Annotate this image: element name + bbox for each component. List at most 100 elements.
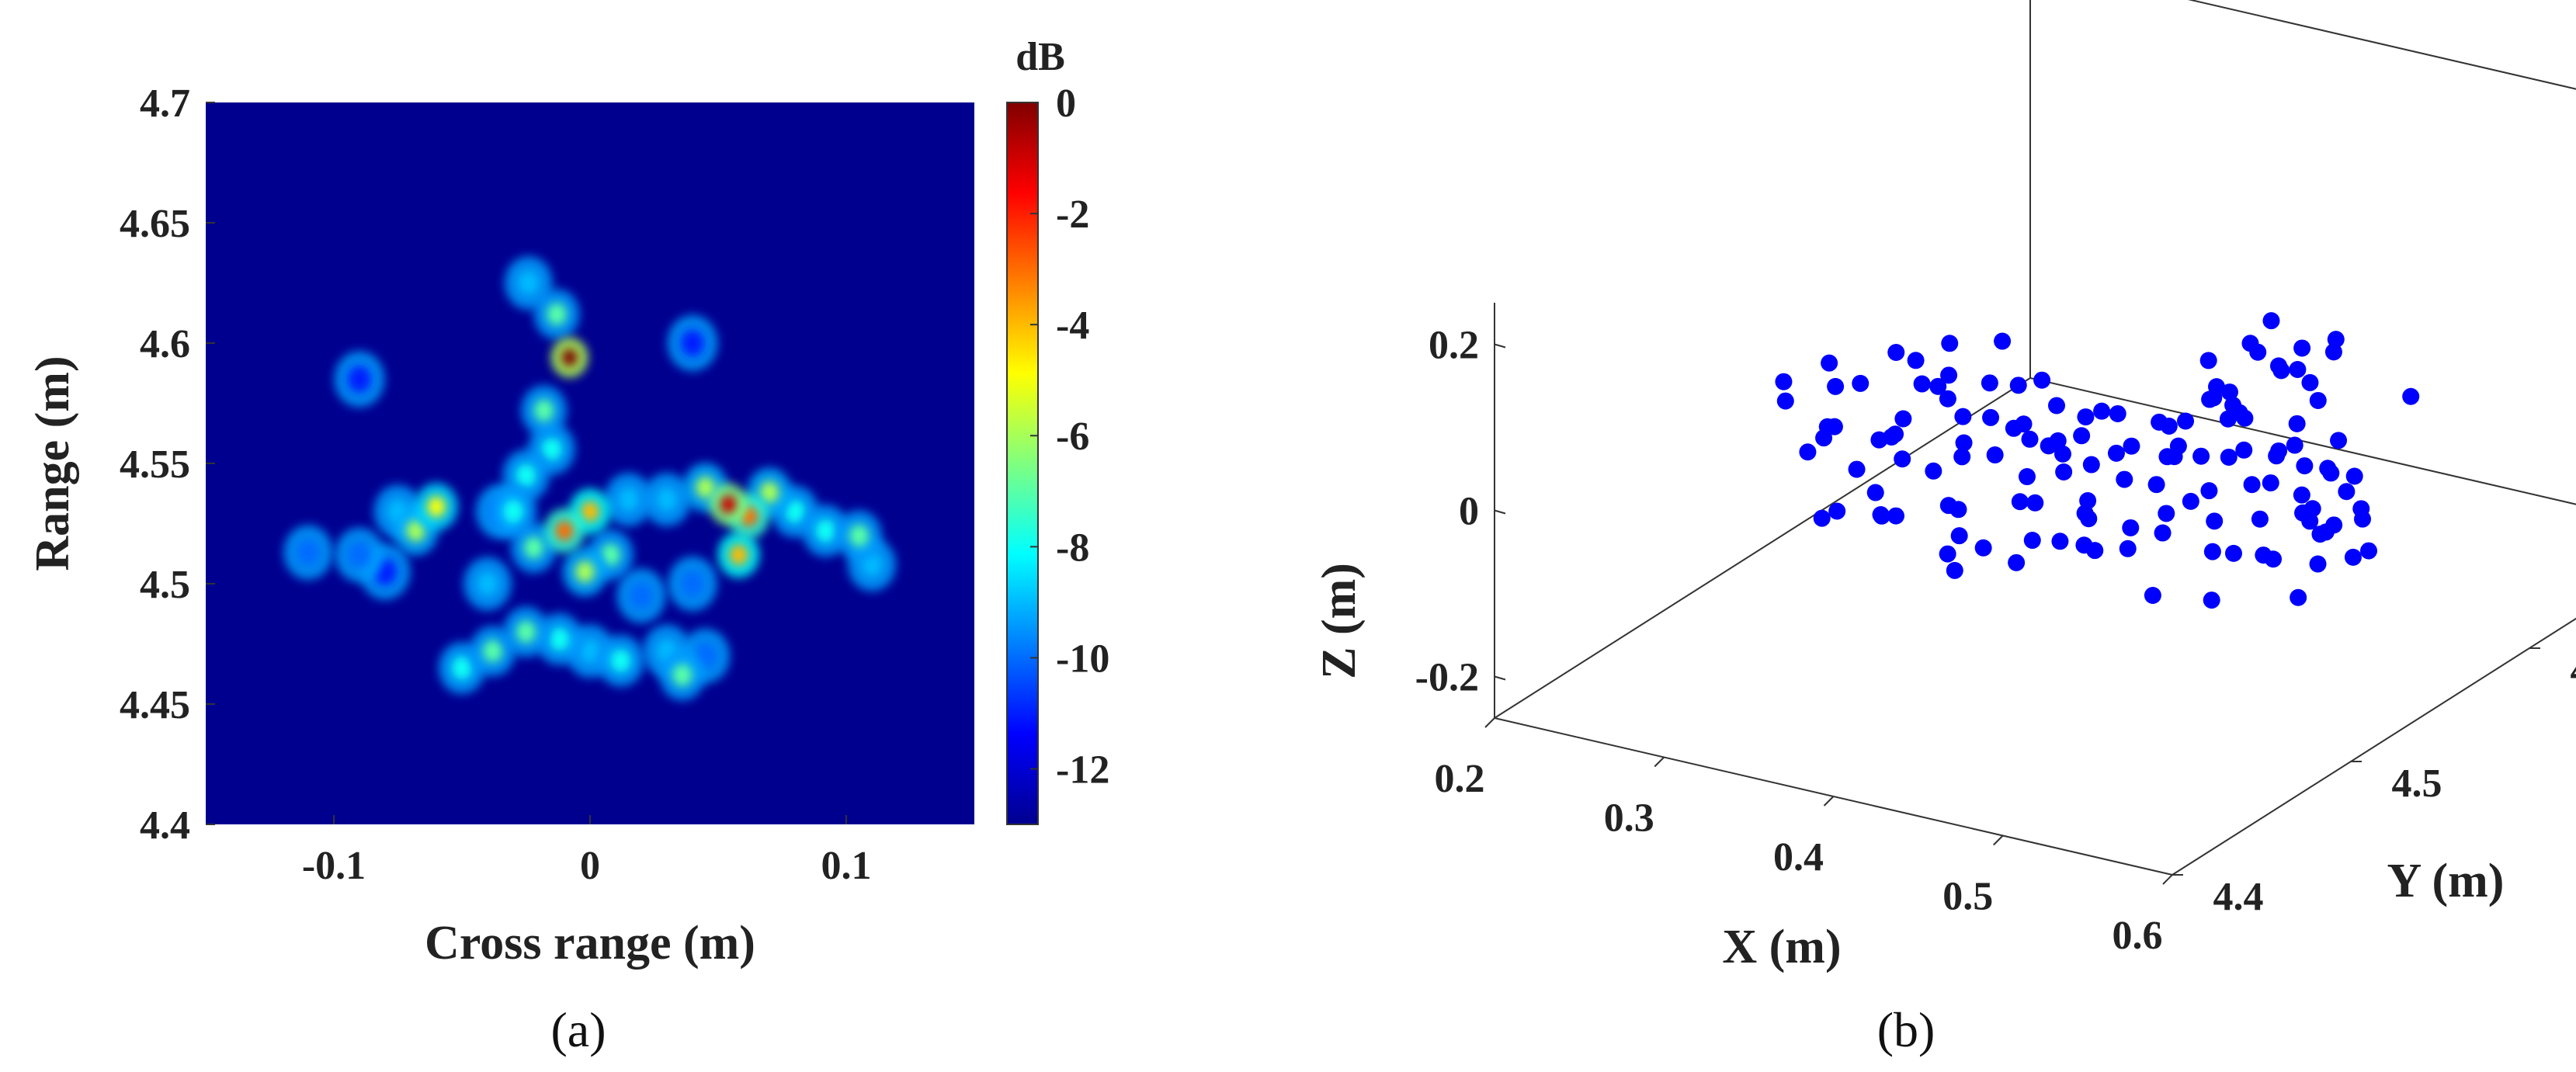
- scatter-point: [2048, 397, 2065, 415]
- scatter-point: [2289, 360, 2307, 378]
- scatter-point: [2360, 542, 2377, 560]
- scatter-point: [2324, 343, 2342, 361]
- scatter-point: [1799, 443, 1817, 461]
- scatter-point: [2119, 539, 2137, 557]
- scatter-point: [1994, 332, 2012, 350]
- scatter-point: [2319, 460, 2337, 477]
- y-tick-label: 4.65: [120, 202, 190, 246]
- colorbar-tick-label: -8: [1056, 526, 1089, 570]
- scatter-point: [2330, 432, 2348, 449]
- scatter-point: [2293, 339, 2311, 357]
- scatter-point: [1866, 484, 1884, 501]
- scatter-point: [2235, 441, 2253, 459]
- hotspot-core: [477, 571, 498, 596]
- hotspot-core: [541, 437, 562, 461]
- caption-b: (b): [1877, 1002, 1935, 1057]
- hotspot-core: [581, 501, 599, 522]
- scatter-point: [2262, 474, 2279, 492]
- scatter-point: [2301, 373, 2319, 391]
- scatter-point: [1848, 460, 1866, 478]
- scatter-point: [2296, 457, 2314, 475]
- y-tick-label-3d: 4.6: [2571, 648, 2576, 692]
- scatter-point: [1954, 408, 1972, 425]
- hotspot-core: [672, 664, 693, 687]
- scatter-point: [2293, 486, 2310, 504]
- y-tick-label: 4.6: [140, 322, 190, 366]
- z-tick-label-3d: 0.2: [1429, 324, 1479, 368]
- x-tick-mark-3d: [1654, 756, 1665, 768]
- scatter-point: [2268, 447, 2286, 465]
- scatter-point: [1887, 507, 1904, 525]
- scatter-point: [1953, 448, 1971, 466]
- scatter-point: [2311, 526, 2329, 543]
- scatter-point: [1939, 545, 1956, 563]
- scatter-point: [2080, 510, 2098, 528]
- scatter-point: [2177, 412, 2195, 430]
- hotspot-core: [849, 524, 870, 547]
- scatter-point: [2015, 415, 2033, 433]
- z-tick-label-3d: 0: [1459, 490, 1479, 534]
- scatter-point: [1907, 352, 1925, 369]
- z-tick-mark-3d: [1494, 675, 1506, 681]
- heatmap-plot-area: [206, 102, 974, 824]
- hotspot-core: [523, 536, 544, 560]
- y-tick-label: 4.7: [140, 82, 190, 126]
- scatter-point: [1940, 366, 1958, 384]
- y-tick-label-3d: 4.5: [2392, 762, 2442, 806]
- scatter-point: [2055, 463, 2073, 480]
- hotspot-core: [600, 543, 621, 567]
- scatter-point: [2008, 553, 2026, 571]
- scatter-point: [1815, 429, 1833, 447]
- top-back-edge: [2188, 0, 2576, 90]
- colorbar: [1006, 102, 1039, 825]
- hotspot-core: [348, 542, 371, 568]
- scatter-point: [2402, 387, 2420, 405]
- scatter-point: [1982, 408, 2000, 426]
- scatter-point: [2309, 391, 2327, 409]
- hotspot-core: [516, 620, 536, 644]
- floor-back-edge: [1494, 377, 2031, 719]
- scatter-point: [1929, 377, 1947, 395]
- scatter-point: [2182, 492, 2199, 510]
- scatter-point: [2203, 592, 2220, 609]
- z-tick-label-3d: -0.2: [1415, 656, 1479, 700]
- scatter-point: [2033, 371, 2051, 389]
- hotspot-core: [547, 303, 567, 326]
- hotspot-core: [406, 519, 425, 542]
- scatter-point: [2249, 343, 2267, 361]
- hotspot-core: [759, 481, 779, 504]
- scatter-point: [2200, 482, 2218, 500]
- x-axis-title-3d: X (m): [1722, 921, 1841, 973]
- hotspot-core: [348, 366, 371, 393]
- scatter-point: [2344, 548, 2362, 566]
- scatter-point: [2220, 448, 2238, 466]
- x-tick-label-3d: 0.3: [1604, 796, 1654, 841]
- hotspot-core: [562, 349, 578, 366]
- scatter-point: [2049, 432, 2067, 449]
- hotspot-core: [630, 583, 653, 609]
- y-tick-label-3d: 4.4: [2213, 875, 2264, 919]
- scatter-point: [2093, 402, 2111, 420]
- hotspot-core: [516, 463, 536, 487]
- hotspot-core: [549, 627, 570, 651]
- y-axis-title-3d: Y (m): [2387, 855, 2505, 907]
- hotspot-core: [575, 560, 595, 583]
- scatter-point: [1986, 446, 2004, 464]
- scatter-point: [2116, 470, 2133, 488]
- x-tick-mark-3d: [1993, 834, 2004, 846]
- colorbar-tick-label: -6: [1056, 415, 1089, 459]
- scatter-point: [1955, 434, 1973, 452]
- y-tick-label: 4.5: [140, 563, 190, 607]
- y-axis-line: [2172, 617, 2576, 876]
- colorbar-tick-label: -4: [1056, 304, 1089, 348]
- scatter-point: [2073, 427, 2091, 445]
- scatter-point: [2077, 408, 2095, 426]
- scatter-point: [1894, 450, 1911, 468]
- hotspot-core: [556, 521, 573, 541]
- scatter-point: [2075, 536, 2093, 554]
- colorbar-tick-label: 0: [1056, 82, 1076, 126]
- 3d-scatter-points: [1775, 312, 2420, 609]
- scatter-point: [2107, 444, 2125, 462]
- scatter-point: [2303, 500, 2321, 518]
- scatter-point: [2206, 512, 2224, 530]
